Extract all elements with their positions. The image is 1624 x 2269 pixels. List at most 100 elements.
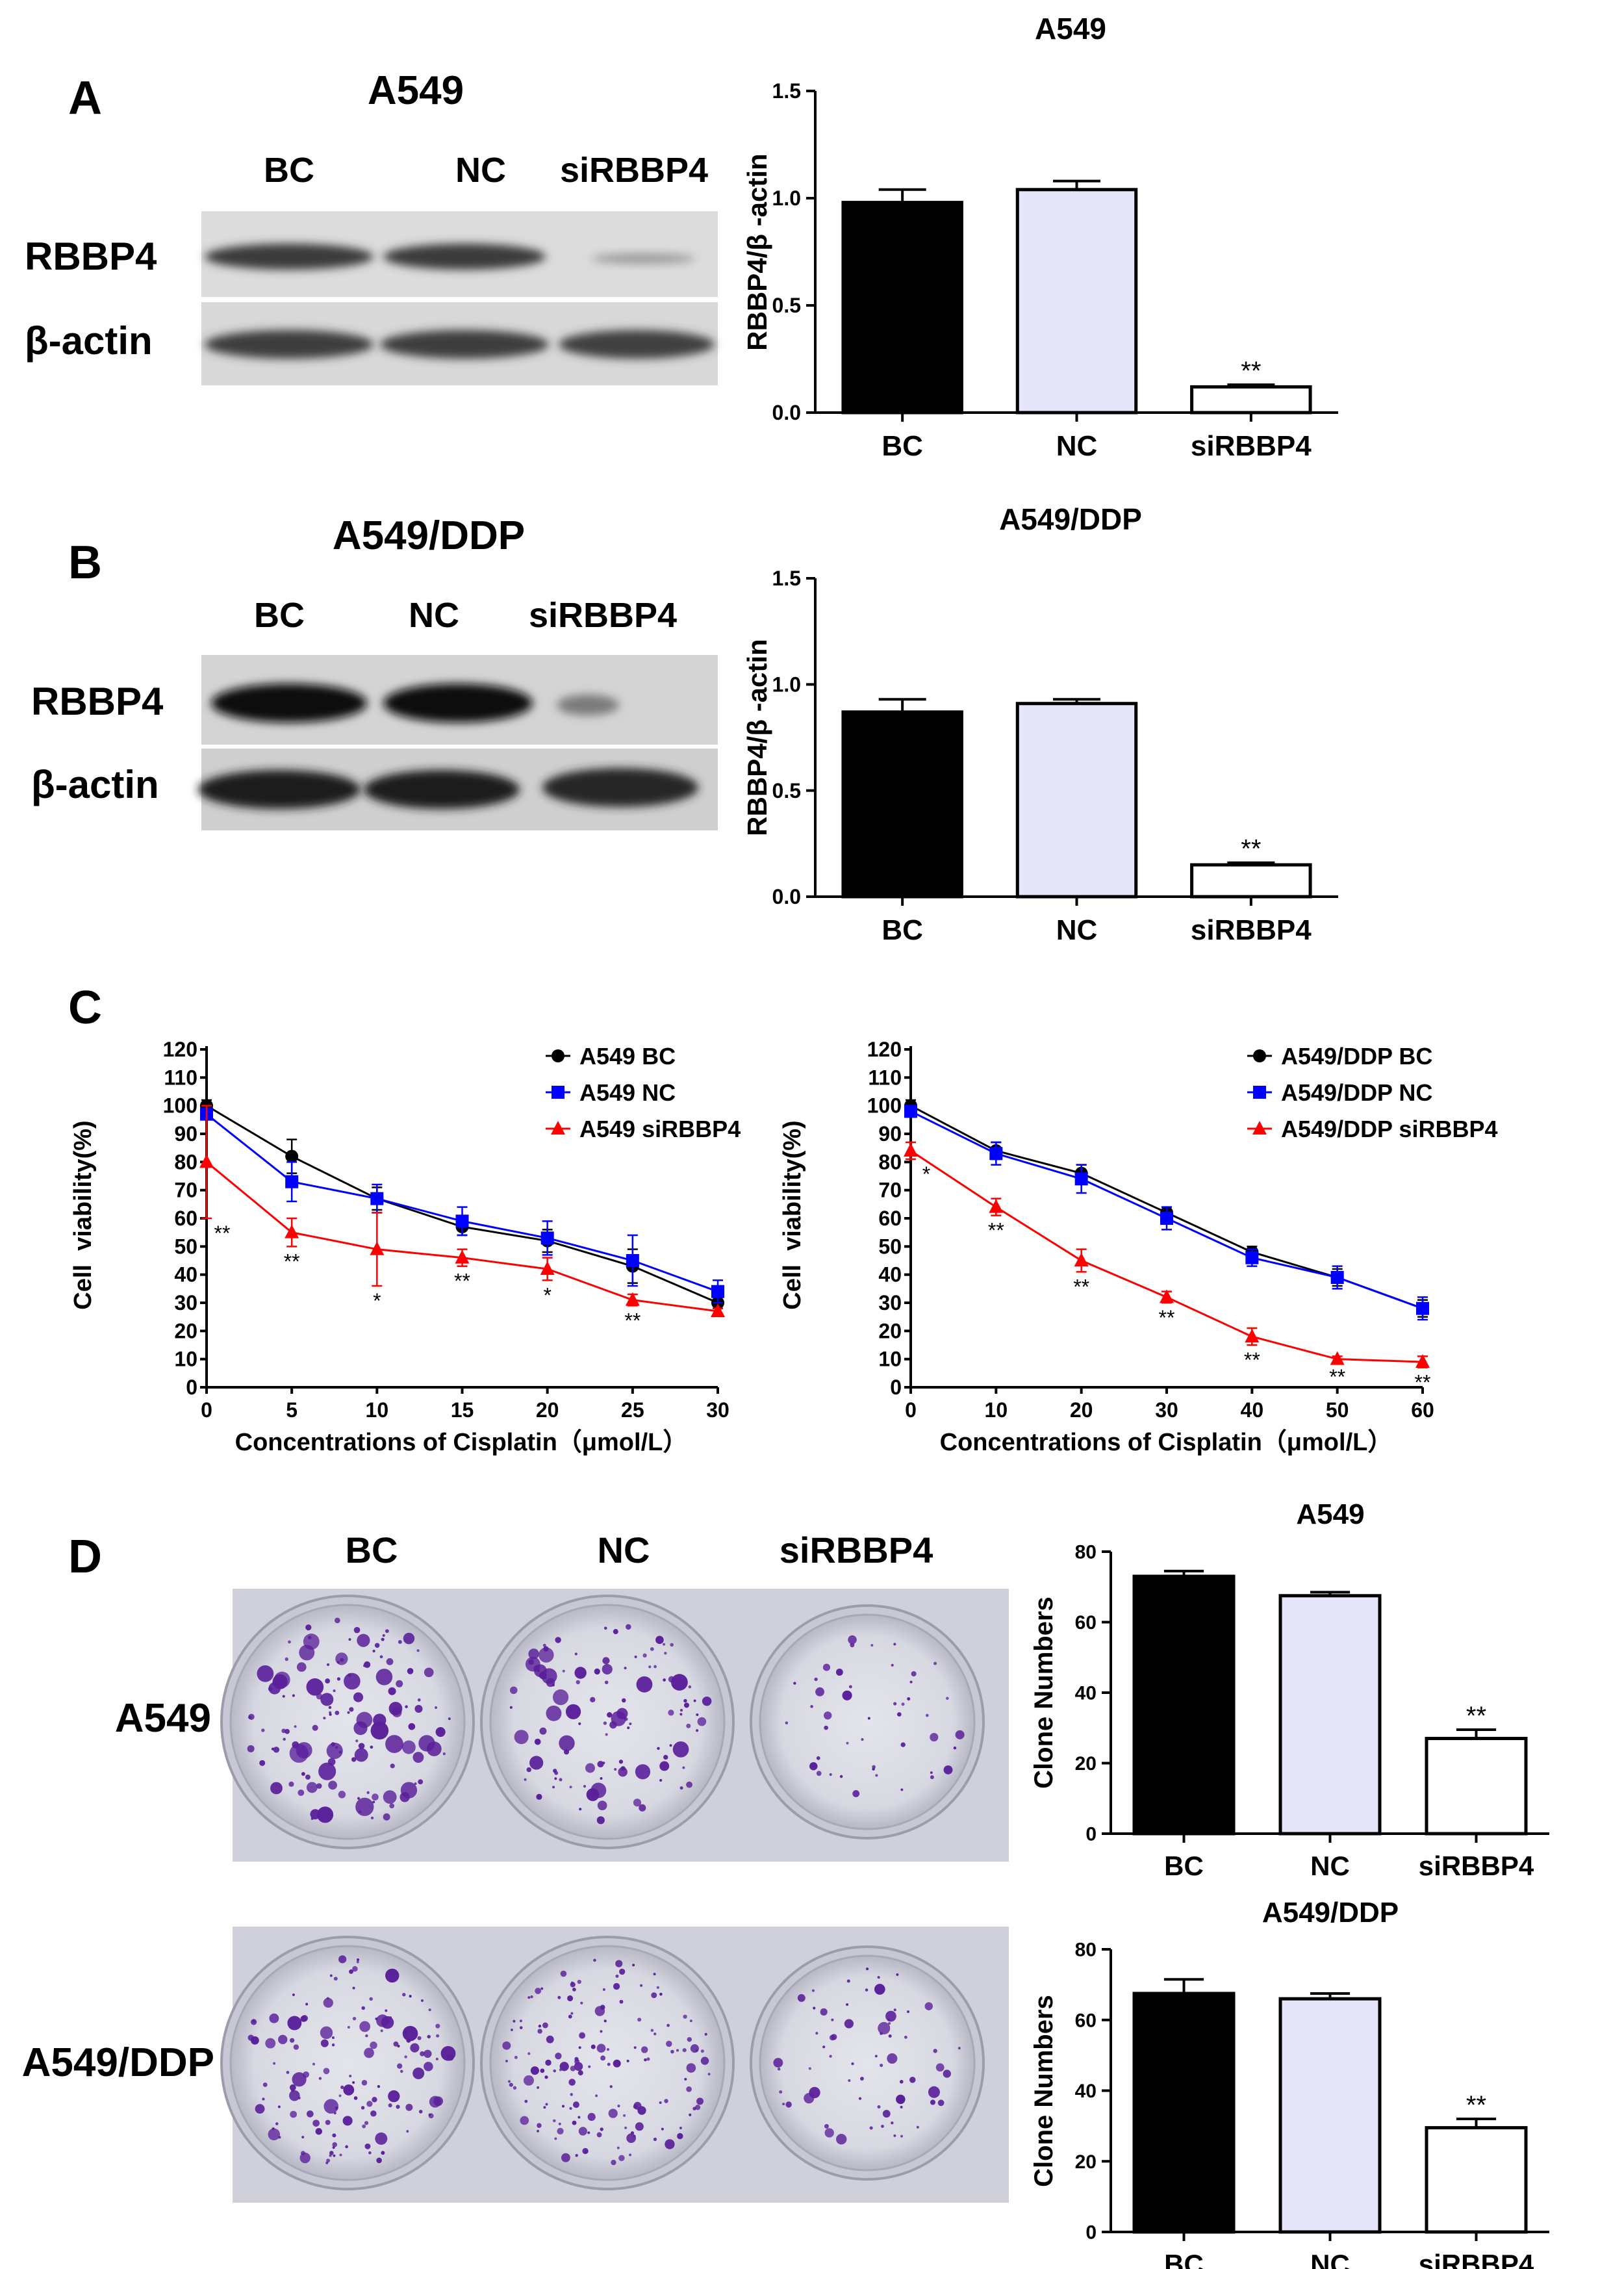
colony xyxy=(579,1808,582,1811)
colony xyxy=(650,2029,654,2032)
colony xyxy=(955,1730,965,1739)
colony xyxy=(577,2070,583,2076)
panel-a-lane-label-3: siRBBP4 xyxy=(560,151,708,190)
petri-dish-6 xyxy=(750,1945,985,2181)
colony xyxy=(289,2084,296,2091)
colony xyxy=(815,2032,818,2035)
colony xyxy=(348,1638,351,1641)
data-point xyxy=(711,1285,724,1298)
colony xyxy=(565,1704,581,1719)
y-tick-label: 50 xyxy=(878,1235,902,1258)
colony xyxy=(537,2086,540,2089)
colony xyxy=(574,1667,587,1679)
colony xyxy=(435,2057,438,2060)
colony xyxy=(347,1711,350,1714)
colony xyxy=(305,2003,309,2006)
colony xyxy=(554,1777,557,1780)
legend-label: A549 siRBBP4 xyxy=(579,1116,741,1142)
colony xyxy=(651,1992,657,1999)
chart-title: A549/DDP xyxy=(999,502,1142,536)
colony xyxy=(372,1649,375,1653)
colony xyxy=(555,2052,562,2060)
colony xyxy=(696,1713,699,1717)
colony xyxy=(288,1640,291,1644)
colony xyxy=(574,1652,577,1656)
colony xyxy=(597,1801,607,1810)
colony xyxy=(683,2014,687,2019)
colony xyxy=(329,2154,332,2157)
colony xyxy=(538,2024,542,2028)
colony xyxy=(943,2070,951,2078)
dish-plate xyxy=(489,1604,726,1840)
bar-nc xyxy=(1015,702,1138,899)
data-point xyxy=(1245,1329,1260,1342)
colony xyxy=(278,2136,281,2139)
colony xyxy=(635,1764,651,1780)
colony xyxy=(615,1974,619,1978)
colony xyxy=(659,2101,662,2105)
colony xyxy=(569,2107,572,2110)
data-point xyxy=(1074,1253,1089,1266)
chart-title: A549 xyxy=(1296,1498,1364,1530)
data-point xyxy=(1415,1354,1430,1368)
colony xyxy=(824,1711,832,1720)
legend-marker xyxy=(551,1121,565,1134)
colony xyxy=(835,1669,843,1676)
colony xyxy=(528,1648,539,1660)
significance-label: ** xyxy=(1241,357,1261,385)
colony xyxy=(900,1742,906,1747)
chart-d-a549-clones: A549 Clone Numbers 0 20 40 60 80 BC NC siRBBP4 ** xyxy=(1030,1498,1549,1881)
colony xyxy=(433,2096,444,2107)
colony xyxy=(294,1725,297,1728)
colony xyxy=(670,2049,674,2054)
petri-dish-2 xyxy=(480,1595,735,1849)
y-tick-label: 100 xyxy=(163,1094,197,1118)
panel-b-row-label-actin: β-actin xyxy=(31,763,159,806)
colony xyxy=(420,2051,425,2057)
y-axis-label: Clone Numbers xyxy=(1030,1596,1058,1789)
colony xyxy=(891,2122,894,2125)
colony xyxy=(568,2014,572,2019)
colony xyxy=(383,1813,390,1821)
colony xyxy=(381,1637,385,1641)
panel-a-blot-title: A549 xyxy=(368,68,464,113)
bar-sirbbp4 xyxy=(1425,2126,1528,2234)
colony xyxy=(318,2077,322,2080)
colony xyxy=(528,1659,535,1665)
colony xyxy=(393,2041,399,2047)
colony xyxy=(875,1774,878,1777)
colony xyxy=(398,1640,402,1644)
colony xyxy=(600,2055,606,2061)
colony xyxy=(290,2038,295,2043)
colony xyxy=(509,2083,513,2087)
colony xyxy=(896,1973,899,1976)
colony xyxy=(370,2110,377,2117)
colony xyxy=(448,1717,451,1721)
colony xyxy=(410,2043,420,2053)
colony xyxy=(574,2062,583,2071)
colony xyxy=(829,1773,832,1776)
colony xyxy=(251,2036,259,2045)
petri-dish-5 xyxy=(480,1936,735,2190)
colony xyxy=(613,1629,618,1635)
data-point xyxy=(285,1175,299,1188)
significance-label: ** xyxy=(988,1219,1004,1242)
colony xyxy=(620,1766,626,1771)
colony xyxy=(329,2151,334,2155)
colony xyxy=(937,2099,945,2107)
colony xyxy=(519,2026,523,2029)
colony xyxy=(704,2032,707,2036)
colony xyxy=(344,1673,361,1690)
colony xyxy=(616,2146,620,2149)
colony xyxy=(370,2041,377,2049)
panel-d-row-label-a549ddp: A549/DDP xyxy=(22,2040,214,2085)
colony xyxy=(602,1762,605,1765)
colony xyxy=(352,2016,357,2021)
bar-sirbbp4 xyxy=(1190,385,1312,415)
panel-d-letter: D xyxy=(68,1531,102,1583)
colony xyxy=(338,1955,347,1964)
colony xyxy=(418,2110,423,2114)
colony xyxy=(848,1635,857,1645)
colony xyxy=(306,1782,318,1793)
significance-label: ** xyxy=(1329,1365,1345,1389)
